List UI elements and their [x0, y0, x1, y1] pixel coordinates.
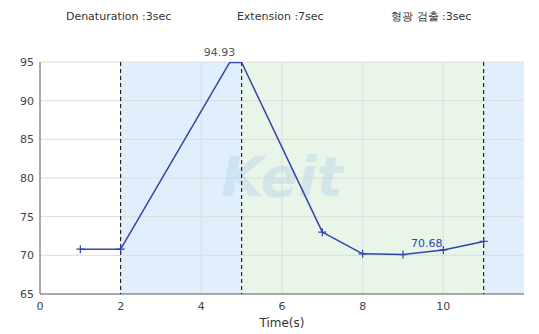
x-axis [40, 294, 524, 295]
watermark: Keit [221, 145, 345, 209]
data-marker [480, 237, 488, 245]
x-tick-label: 8 [359, 300, 366, 313]
y-tick-label: 90 [20, 95, 34, 108]
chart: 65 70 75 80 85 90 95 0 2 4 6 8 10 Keit 94.93 70.68 Denat… [0, 0, 539, 334]
y-tick-label: 65 [20, 288, 34, 301]
grid [40, 62, 524, 294]
data [76, 62, 487, 294]
y-tick-label: 80 [20, 172, 34, 185]
grid-line [443, 62, 444, 294]
ticks: 65 70 75 80 85 90 95 0 2 4 6 8 10 [20, 56, 450, 313]
y-tick-label: 70 [20, 249, 34, 262]
grid-line [40, 294, 524, 295]
x-tick-label: 10 [436, 300, 450, 313]
data-marker [76, 245, 84, 253]
grid-line [201, 62, 202, 294]
x-tick-label: 2 [117, 300, 124, 313]
vline [241, 62, 242, 294]
header-label: 형광 검출 :3sec [391, 10, 471, 23]
grid-line [40, 62, 41, 294]
y-axis [40, 62, 41, 294]
vline [483, 62, 484, 294]
y-tick-label: 95 [20, 56, 34, 69]
x-tick-label: 0 [37, 300, 44, 313]
data-marker [399, 251, 407, 259]
data-marker [359, 250, 367, 258]
y-tick-label: 85 [20, 133, 34, 146]
y-tick-label: 75 [20, 211, 34, 224]
grid-line [362, 62, 363, 294]
data-line [80, 63, 483, 255]
header-label: Denaturation :3sec [66, 10, 171, 23]
x-axis-label: Time(s) [259, 316, 305, 330]
data-marker [117, 245, 125, 253]
annotation: 94.93 [204, 46, 236, 59]
x-tick-label: 4 [198, 300, 205, 313]
x-tick-label: 6 [279, 300, 286, 313]
annotation: 70.68 [411, 237, 443, 250]
data-marker [318, 228, 326, 236]
grid-line [120, 62, 121, 294]
header-label: Extension :7sec [237, 10, 324, 23]
vline [120, 62, 121, 294]
